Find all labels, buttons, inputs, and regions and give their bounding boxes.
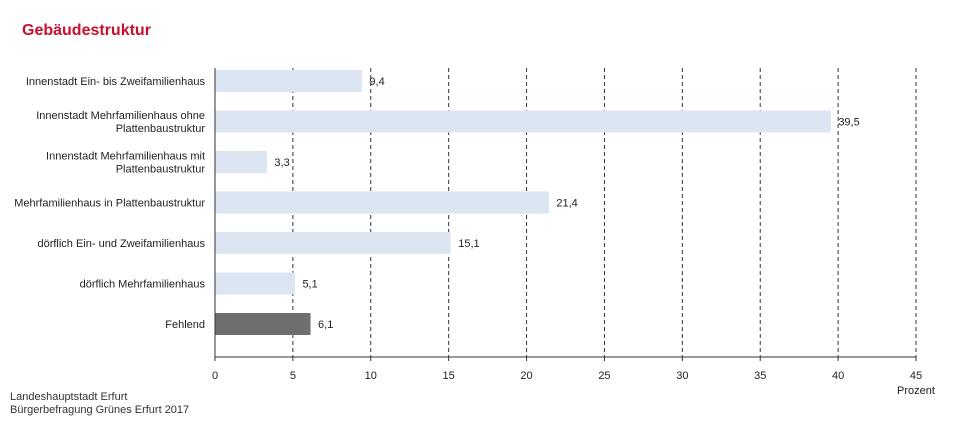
- bar-7: [215, 313, 311, 335]
- bar-1: [215, 70, 362, 92]
- x-tick-label-0: 0: [212, 370, 218, 382]
- x-tick-label-25: 25: [598, 370, 610, 382]
- bar-4: [215, 191, 549, 214]
- value-label-6: 5,1: [302, 279, 317, 291]
- x-tick-label-20: 20: [520, 370, 532, 382]
- category-label-line: Innenstadt Mehrfamilienhaus mit: [46, 151, 205, 163]
- category-label-5: dörflich Ein- und Zweifamilienhaus: [37, 238, 205, 250]
- category-label-line: Plattenbaustruktur: [116, 123, 206, 135]
- x-tick-label-30: 30: [676, 370, 688, 382]
- source-line-1: Landeshauptstadt Erfurt: [10, 391, 128, 403]
- x-tick-label-35: 35: [754, 370, 766, 382]
- chart-title: Gebäudestruktur: [22, 22, 151, 39]
- bar-5: [215, 232, 451, 254]
- category-label-line: Plattenbaustruktur: [116, 164, 206, 176]
- category-label-line: Mehrfamilienhaus in Plattenbaustruktur: [14, 198, 205, 210]
- bar-3: [215, 151, 267, 173]
- x-tick-label-5: 5: [290, 370, 296, 382]
- category-label-line: Innenstadt Ein- bis Zweifamilienhaus: [26, 76, 206, 88]
- category-label-7: Fehlend: [165, 319, 205, 331]
- value-label-3: 3,3: [274, 157, 289, 169]
- category-label-6: dörflich Mehrfamilienhaus: [80, 279, 206, 291]
- category-label-line: Innenstadt Mehrfamilienhaus ohne: [36, 110, 205, 122]
- bar-2: [215, 110, 831, 133]
- x-tick-label-15: 15: [443, 370, 455, 382]
- category-label-2: Innenstadt Mehrfamilienhaus ohne Plattenb…: [36, 110, 205, 135]
- value-label-1: 9,4: [369, 76, 384, 88]
- bar-6: [215, 272, 295, 295]
- x-tick-label-45: 45: [910, 370, 922, 382]
- category-label-line: Fehlend: [165, 319, 205, 331]
- value-label-7: 6,1: [318, 319, 333, 331]
- value-label-4: 21,4: [556, 198, 577, 210]
- category-label-1: Innenstadt Ein- bis Zweifamilienhaus: [26, 76, 206, 88]
- value-label-2: 39,5: [838, 117, 859, 129]
- x-tick-label-10: 10: [365, 370, 377, 382]
- category-label-line: dörflich Mehrfamilienhaus: [80, 279, 206, 291]
- source-line-2: Bürgerbefragung Grünes Erfurt 2017: [10, 404, 190, 416]
- value-label-5: 15,1: [458, 238, 479, 250]
- category-label-line: dörflich Ein- und Zweifamilienhaus: [37, 238, 205, 250]
- x-tick-label-40: 40: [832, 370, 844, 382]
- category-label-3: Innenstadt Mehrfamilienhaus mit Plattenba…: [46, 151, 205, 176]
- x-axis-unit-label: Prozent: [897, 385, 935, 397]
- source-note: Landeshauptstadt Erfurt Bürgerbefragung …: [10, 391, 189, 417]
- category-label-4: Mehrfamilienhaus in Plattenbaustruktur: [14, 198, 205, 210]
